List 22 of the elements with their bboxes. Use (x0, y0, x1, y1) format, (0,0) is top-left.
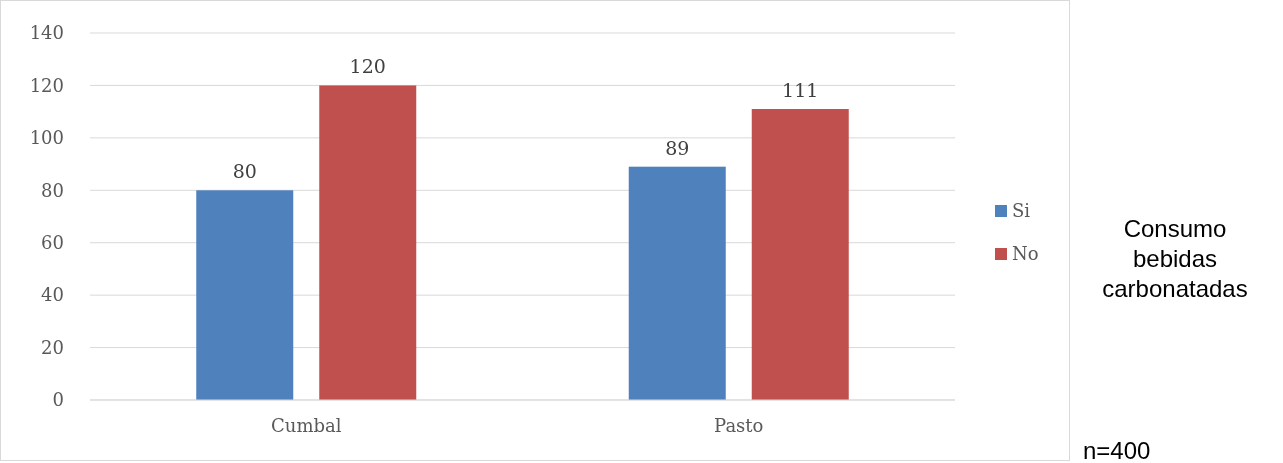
y-tick-label: 20 (41, 336, 64, 358)
data-label: 80 (232, 160, 257, 183)
bar (196, 190, 294, 400)
data-label: 89 (665, 136, 690, 159)
y-tick-label: 140 (29, 22, 64, 44)
y-tick-label: 0 (52, 389, 64, 411)
data-label: 120 (349, 55, 386, 78)
text: Consumo bebidas carbonatadas (1102, 215, 1248, 302)
legend-label: Si (1012, 200, 1031, 222)
x-tick-label: Pasto (714, 415, 764, 436)
data-label: 111 (782, 79, 819, 102)
text: n=400 (1083, 437, 1151, 463)
x-tick-label: Cumbal (271, 415, 342, 436)
y-tick-label: 60 (41, 232, 64, 254)
y-tick-label: 40 (41, 284, 64, 306)
bar (319, 85, 417, 400)
y-tick-label: 120 (29, 74, 64, 96)
bar (628, 166, 726, 400)
y-tick-label: 100 (29, 127, 64, 149)
y-tick-label: 80 (41, 179, 64, 201)
bar (751, 109, 849, 400)
legend-label: No (1012, 243, 1039, 265)
